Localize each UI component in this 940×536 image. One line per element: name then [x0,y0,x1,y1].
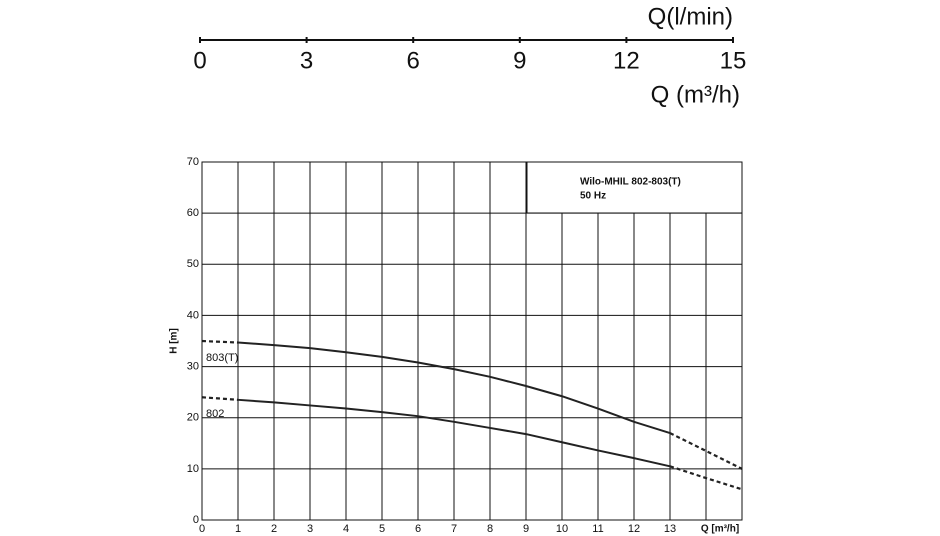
x-tick-label: 10 [556,523,568,535]
x-tick-label: 8 [487,523,493,535]
x-tick-label: 2 [271,523,277,535]
series-label: 803(T) [206,352,238,364]
x-tick-label: 11 [592,523,603,535]
y-tick-label: 20 [187,412,199,424]
x-tick-label: 12 [628,523,640,535]
x-tick-label: 6 [415,523,421,535]
y-tick-label: 60 [187,207,199,219]
y-tick-label: 10 [187,463,199,475]
x-tick-label: 13 [664,523,676,535]
chart-title: Wilo-MHIL 802-803(T) [580,177,681,188]
x-tick-label: 7 [451,523,457,535]
series-label: 802 [206,408,224,420]
x-tick-label: 5 [379,523,385,535]
chart-subtitle: 50 Hz [580,191,606,202]
plot-frame [201,161,743,521]
x-tick-label: 1 [235,523,241,535]
x-axis-label: Q [m³/h] [701,524,739,535]
scale-tick-label: 12 [613,47,640,74]
scale-tick-label: 3 [300,47,313,74]
x-tick-label: 4 [343,523,349,535]
scale-title: Q(l/min) [648,3,733,30]
scale-xlabel: Q (m³/h) [651,81,740,108]
curve [237,398,671,468]
y-tick-label: 40 [187,309,199,321]
curve-extension [669,465,743,491]
y-axis-label: H [m] [169,328,180,354]
y-tick-label: 70 [187,156,199,168]
y-tick-label: 0 [193,514,199,526]
scale-tick-label: 9 [513,47,526,74]
scale-tick-label: 6 [407,47,420,74]
curve [237,341,671,435]
x-tick-label: 0 [199,523,205,535]
x-tick-label: 9 [523,523,529,535]
curve-extension [201,339,239,344]
x-tick-label: 3 [307,523,313,535]
scale-tick-label: 15 [720,47,747,74]
curve-extension [201,396,239,401]
y-tick-label: 50 [187,258,199,270]
info-box [526,161,743,214]
y-tick-label: 30 [187,360,199,372]
scale-tick-label: 0 [193,47,206,74]
